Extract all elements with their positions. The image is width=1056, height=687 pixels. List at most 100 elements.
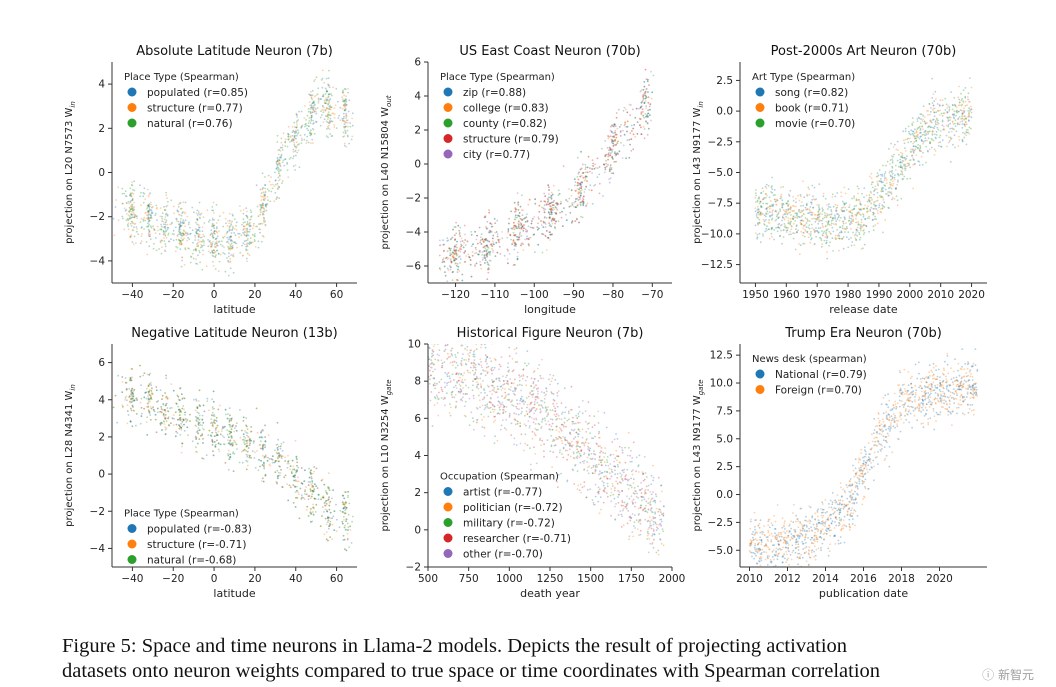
scatter-point-movie xyxy=(931,77,934,80)
scatter-point-structure xyxy=(577,178,580,181)
scatter-point-natural xyxy=(133,208,136,211)
scatter-point-song xyxy=(765,183,768,186)
scatter-point-natural xyxy=(341,100,344,103)
scatter-point-structure xyxy=(581,181,583,184)
scatter-point-college xyxy=(615,134,618,136)
scatter-point-structure xyxy=(580,185,583,188)
scatter-point-book xyxy=(913,135,916,137)
scatter-point-structure xyxy=(517,238,519,241)
scatter-point-natural xyxy=(136,399,139,401)
scatter-point-county xyxy=(608,146,611,149)
scatter-point-natural xyxy=(262,212,264,215)
scatter-point-county xyxy=(488,252,491,255)
scatter-point-populated xyxy=(242,229,245,231)
scatter-point-structure xyxy=(230,239,233,242)
scatter-point-structure xyxy=(331,112,334,115)
scatter-point-structure xyxy=(184,225,187,228)
scatter-point-populated xyxy=(187,233,190,236)
scatter-point-structure xyxy=(200,240,202,243)
scatter-point-structure xyxy=(255,407,258,410)
scatter-point-natural xyxy=(260,211,262,214)
scatter-point-structure xyxy=(187,247,189,250)
scatter-point-book xyxy=(795,197,797,200)
scatter-point-movie xyxy=(862,208,865,211)
scatter-point-college xyxy=(485,244,488,247)
scatter-point-natural xyxy=(224,408,227,411)
scatter-point-populated xyxy=(314,108,317,110)
scatter-point-structure xyxy=(643,85,646,88)
scatter-point-natural xyxy=(163,240,166,242)
scatter-point-county xyxy=(579,203,582,206)
scatter-point-populated xyxy=(130,214,133,217)
scatter-point-natural xyxy=(300,142,303,145)
scatter-point-zip xyxy=(469,259,472,261)
scatter-point-structure xyxy=(259,465,261,468)
scatter-point-book xyxy=(777,211,780,214)
scatter-point-zip xyxy=(530,222,533,225)
scatter-point-song xyxy=(881,186,884,189)
scatter-point-populated xyxy=(281,485,283,488)
scatter-point-natural xyxy=(216,244,219,247)
scatter-point-natural xyxy=(342,89,344,92)
scatter-point-county xyxy=(550,196,553,199)
scatter-point-county xyxy=(453,245,456,248)
scatter-point-natural xyxy=(245,440,248,442)
scatter-point-county xyxy=(486,253,489,255)
scatter-point-movie xyxy=(828,223,831,226)
scatter-point-county xyxy=(469,263,472,266)
scatter-point-natural xyxy=(326,90,328,93)
scatter-point-structure xyxy=(457,249,460,252)
scatter-point-structure xyxy=(540,200,542,203)
scatter-point-natural xyxy=(296,151,299,154)
y-tick-label: −10.0 xyxy=(701,228,733,240)
scatter-point-college xyxy=(544,200,547,203)
scatter-point-county xyxy=(457,268,459,271)
scatter-point-song xyxy=(771,185,773,188)
scatter-point-zip xyxy=(614,125,617,128)
scatter-point-natural xyxy=(295,485,298,488)
scatter-point-zip xyxy=(585,175,588,178)
scatter-point-book xyxy=(850,227,852,230)
scatter-point-county xyxy=(517,236,520,239)
scatter-point-song xyxy=(838,214,840,217)
scatter-point-structure xyxy=(174,250,177,253)
scatter-point-book xyxy=(915,136,917,139)
legend-item-song: song (r=0.82) xyxy=(775,87,848,99)
scatter-point-populated xyxy=(274,171,276,174)
scatter-point-populated xyxy=(129,194,132,197)
scatter-point-movie xyxy=(765,192,767,195)
scatter-point-county xyxy=(551,193,554,196)
scatter-point-structure xyxy=(260,195,262,198)
scatter-point-college xyxy=(642,96,644,98)
scatter-point-populated xyxy=(225,222,227,225)
scatter-point-book xyxy=(806,220,809,223)
scatter-point-structure xyxy=(234,228,236,230)
scatter-point-zip xyxy=(452,228,454,231)
scatter-point-college xyxy=(532,227,535,229)
scatter-point-college xyxy=(518,236,520,239)
scatter-point-county xyxy=(456,240,458,243)
scatter-point-structure xyxy=(246,244,249,247)
scatter-point-structure xyxy=(164,409,166,411)
scatter-point-natural xyxy=(328,108,330,110)
scatter-point-zip xyxy=(575,198,577,200)
scatter-point-city xyxy=(463,242,465,244)
scatter-point-populated xyxy=(279,474,281,477)
scatter-point-natural xyxy=(140,397,143,400)
scatter-point-book xyxy=(780,223,783,226)
scatter-point-structure xyxy=(615,153,617,156)
scatter-point-song xyxy=(771,192,774,194)
scatter-point-college xyxy=(628,103,631,106)
scatter-point-natural xyxy=(213,441,216,443)
scatter-point-city xyxy=(482,246,485,249)
scatter-point-movie xyxy=(868,199,871,202)
scatter-point-book xyxy=(933,107,936,110)
scatter-point-structure xyxy=(245,235,248,238)
scatter-point-movie xyxy=(925,161,927,164)
scatter-point-populated xyxy=(221,428,224,430)
scatter-point-structure xyxy=(279,165,282,168)
scatter-point-song xyxy=(933,125,936,128)
scatter-point-natural xyxy=(347,529,349,531)
scatter-point-city xyxy=(645,88,648,91)
scatter-point-populated xyxy=(148,230,151,233)
